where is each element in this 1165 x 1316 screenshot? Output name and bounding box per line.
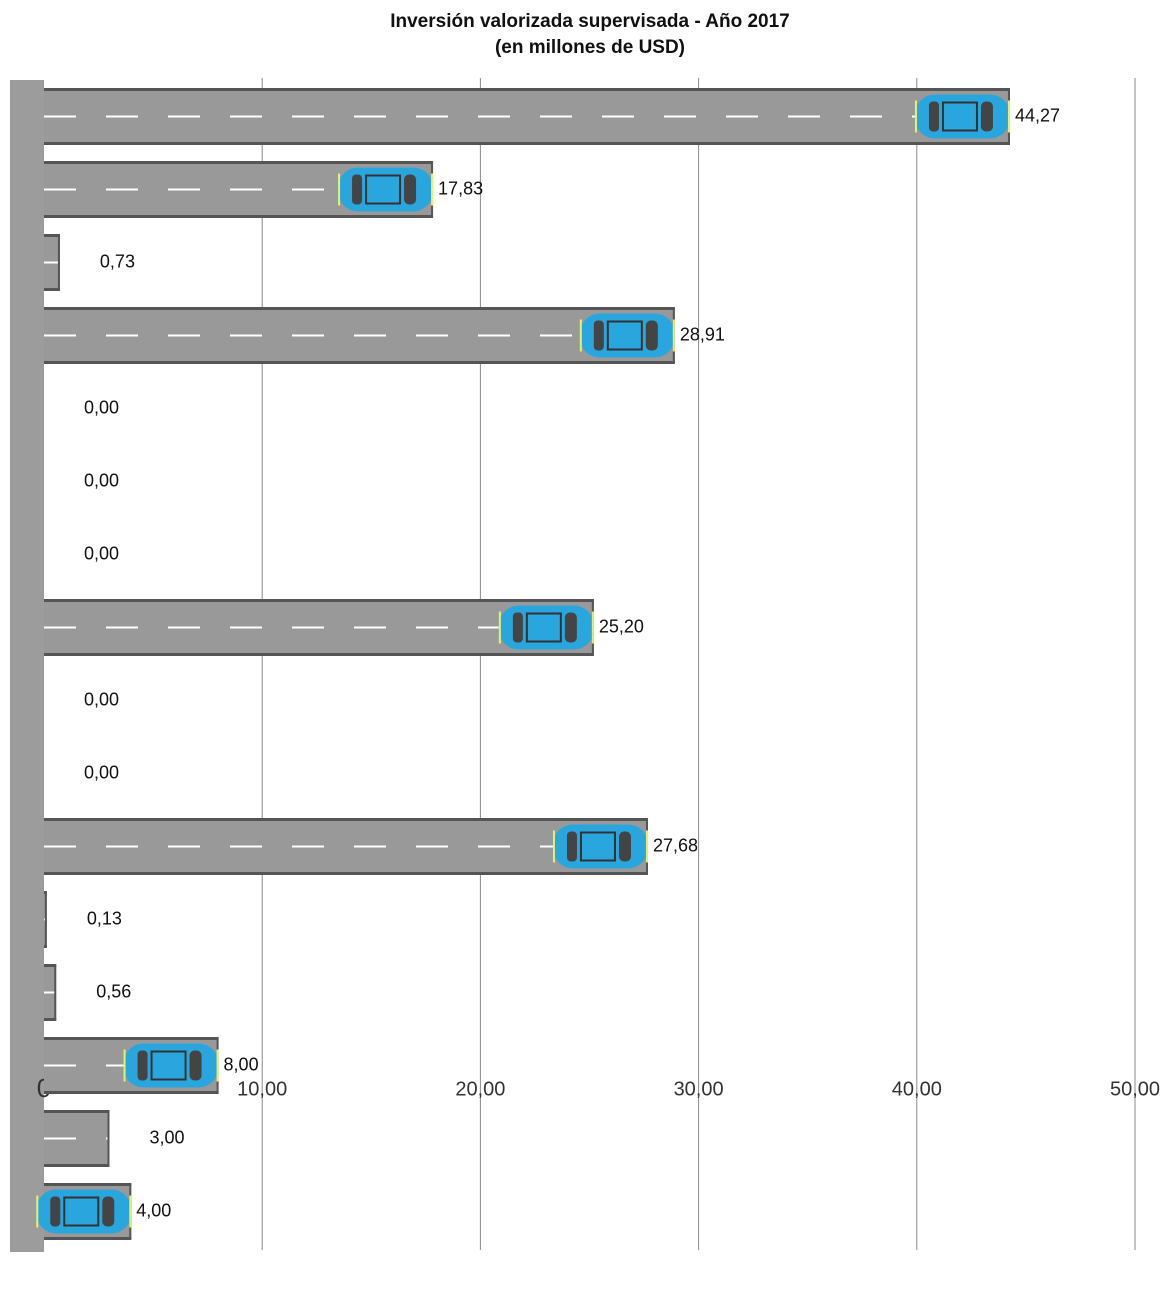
value-label: 0,00 [84,397,119,417]
car-light [552,830,555,863]
chart-subtitle: (en millones de USD) [495,37,685,58]
value-label: 4,00 [136,1200,171,1220]
car-light [1007,100,1010,133]
car-light [645,830,648,863]
value-label: 0,00 [84,762,119,782]
bar [44,88,1010,145]
value-label: 0,73 [100,251,135,271]
vertical-road [10,80,44,1252]
value-label: 25,20 [599,616,644,636]
car-light [591,611,594,644]
value-label: 27,68 [653,835,698,855]
car-light [498,611,501,644]
car-rear-window [980,101,993,132]
value-label: 0,00 [84,470,119,490]
car-windshield [352,174,363,205]
value-label: 0,56 [96,981,131,1001]
x-tick-label: 50,00 [1110,1078,1160,1100]
chart-title: Inversión valorizada supervisada - Año 2… [390,11,790,32]
x-tick-label: 20,00 [455,1078,505,1100]
car-rear-window [189,1050,202,1081]
car-light [129,1195,132,1228]
car [36,1189,132,1234]
car-windshield [137,1050,148,1081]
car-windshield [512,612,523,643]
car-rear-window [618,831,631,862]
value-label: 0,00 [84,689,119,709]
car-light [431,173,434,206]
car [498,605,594,650]
car [123,1043,219,1088]
x-tick-label: 10,00 [237,1078,287,1100]
car-roof [606,320,643,351]
car-rear-window [102,1196,115,1227]
car-roof [579,831,616,862]
car-light [36,1195,39,1228]
car-rear-window [645,320,658,351]
car-windshield [50,1196,61,1227]
car-roof [63,1196,100,1227]
car-roof [365,174,402,205]
car-windshield [566,831,577,862]
car-light [338,173,341,206]
x-tick-label: 30,00 [674,1078,724,1100]
car-light [672,319,675,352]
car-light [914,100,917,133]
car-windshield [928,101,939,132]
value-label: 8,00 [224,1054,259,1074]
value-label: 17,83 [438,178,483,198]
value-label: 3,00 [149,1127,184,1147]
value-label: 28,91 [680,324,725,344]
car [914,94,1010,139]
car-windshield [593,320,604,351]
car-roof [941,101,978,132]
car-light [123,1049,126,1082]
value-label: 44,27 [1015,105,1060,125]
car [579,313,675,358]
car-roof [525,612,562,643]
car-light [216,1049,219,1082]
value-label: 0,13 [87,908,122,928]
car-rear-window [404,174,417,205]
car [338,167,434,212]
car-light [579,319,582,352]
car [552,824,648,869]
car-rear-window [564,612,577,643]
car-roof [150,1050,187,1081]
value-label: 0,00 [84,543,119,563]
x-tick-label: 40,00 [892,1078,942,1100]
